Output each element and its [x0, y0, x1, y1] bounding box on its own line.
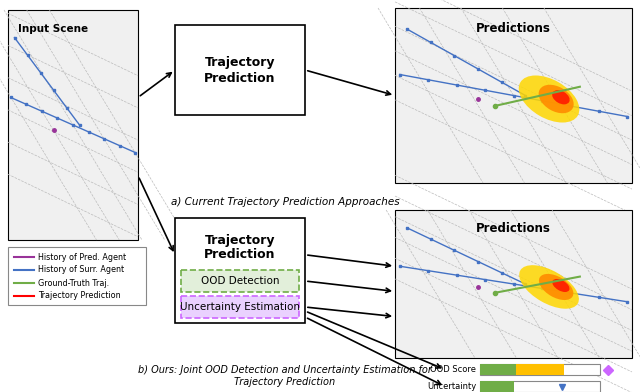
- Bar: [395, 8, 632, 183]
- Ellipse shape: [552, 90, 570, 104]
- Text: History of Surr. Agent: History of Surr. Agent: [38, 265, 124, 274]
- Ellipse shape: [539, 85, 573, 113]
- Text: Predictions: Predictions: [476, 222, 551, 235]
- Bar: [516, 364, 564, 375]
- Text: Trajectory Prediction: Trajectory Prediction: [38, 292, 120, 301]
- Text: Trajectory: Trajectory: [205, 234, 275, 247]
- Text: History of Pred. Agent: History of Pred. Agent: [38, 252, 126, 261]
- Text: Input Scene: Input Scene: [18, 24, 88, 34]
- Bar: [181, 270, 299, 292]
- Text: Prediction: Prediction: [204, 247, 276, 261]
- Bar: [480, 381, 600, 392]
- Ellipse shape: [519, 76, 579, 123]
- Bar: [395, 210, 632, 358]
- Bar: [480, 381, 514, 392]
- Text: Predictions: Predictions: [476, 22, 551, 35]
- Text: Uncertainty Estimation: Uncertainty Estimation: [180, 302, 300, 312]
- Bar: [480, 364, 600, 375]
- Ellipse shape: [539, 274, 573, 300]
- Text: OOD Score: OOD Score: [430, 365, 476, 374]
- Text: Trajectory: Trajectory: [205, 56, 275, 69]
- Ellipse shape: [519, 265, 579, 309]
- Text: OOD Detection: OOD Detection: [201, 276, 279, 286]
- Bar: [8, 247, 146, 305]
- Bar: [8, 10, 138, 240]
- Bar: [175, 25, 305, 115]
- Text: b) Ours: Joint OOD Detection and Uncertainty Estimation for
Trajectory Predictio: b) Ours: Joint OOD Detection and Uncerta…: [138, 365, 432, 387]
- Text: Ground-Truth Traj.: Ground-Truth Traj.: [38, 278, 109, 287]
- Bar: [181, 296, 299, 318]
- Text: a) Current Trajectory Prediction Approaches: a) Current Trajectory Prediction Approac…: [171, 197, 399, 207]
- Text: Prediction: Prediction: [204, 71, 276, 85]
- Text: Uncertainty: Uncertainty: [427, 382, 476, 391]
- Ellipse shape: [552, 279, 570, 292]
- Bar: [480, 364, 516, 375]
- Bar: [175, 218, 305, 323]
